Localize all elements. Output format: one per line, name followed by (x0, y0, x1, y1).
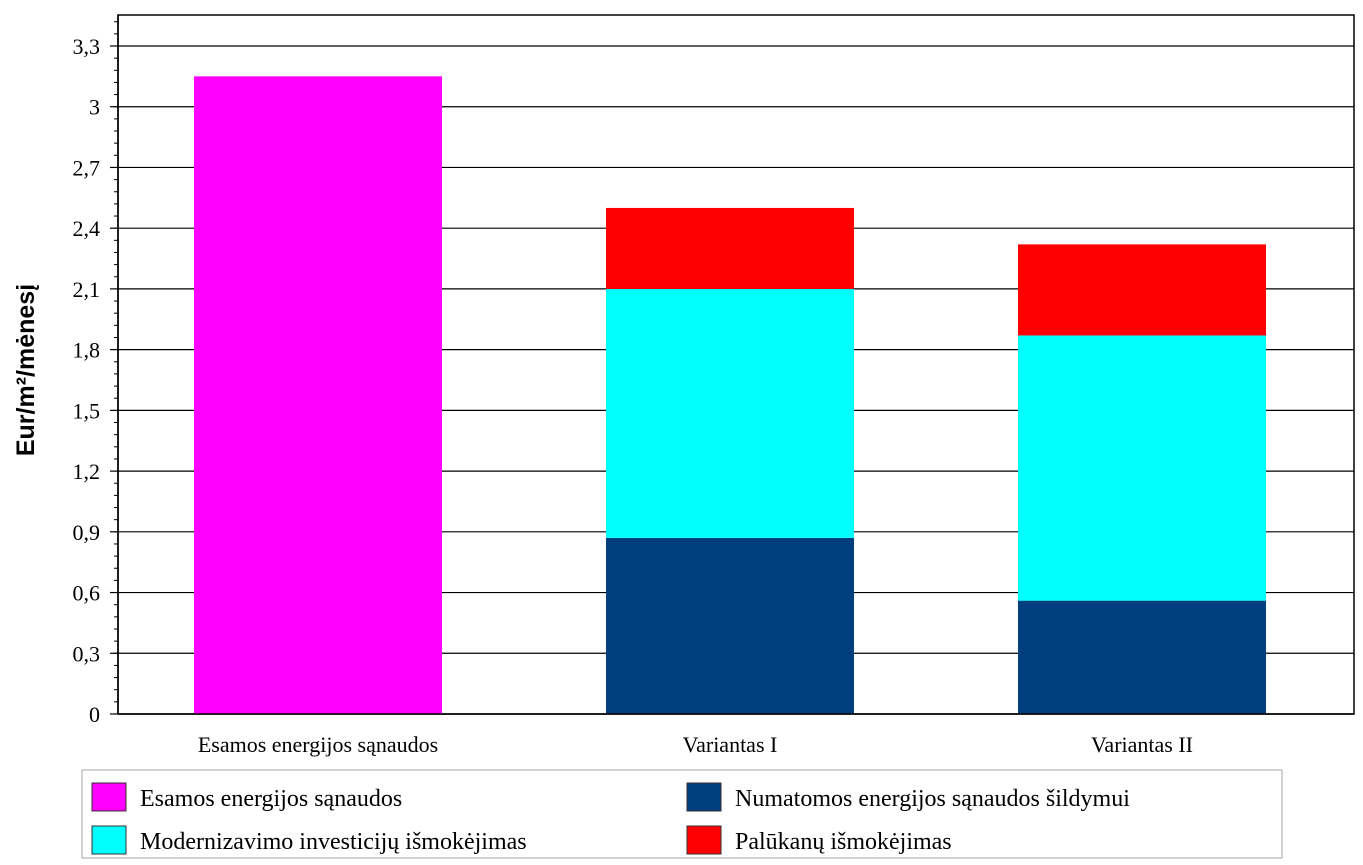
y-axis-label: Eur/m²/mėnesį (12, 284, 40, 456)
y-tick-label: 3,3 (73, 34, 101, 59)
legend-label: Numatomos energijos sąnaudos šildymui (735, 786, 1130, 812)
bar-segment (606, 288, 854, 538)
legend-swatch (91, 782, 127, 812)
bar-segment (1018, 600, 1266, 714)
bar-segment (1018, 244, 1266, 336)
y-tick-label: 0 (89, 702, 100, 727)
y-tick-label: 1,2 (73, 459, 101, 484)
x-category-label: Variantas II (1091, 732, 1193, 757)
bar-segment (1018, 335, 1266, 601)
bar-segment (606, 207, 854, 289)
y-tick-label: 0,3 (73, 641, 101, 666)
y-tick-label: 1,8 (73, 338, 101, 363)
y-tick-label: 0,6 (73, 581, 101, 606)
legend: Esamos energijos sąnaudos Numatomos energ… (81, 769, 1283, 859)
bar-segment (194, 76, 442, 714)
y-tick-label: 0,9 (73, 520, 101, 545)
y-tick-label: 2,1 (73, 277, 101, 302)
y-tick-label: 3 (89, 95, 100, 120)
legend-label: Palūkanų išmokėjimas (735, 829, 952, 855)
legend-label: Modernizavimo investicijų išmokėjimas (140, 829, 527, 855)
bars-layer (194, 76, 1266, 714)
legend-label: Esamos energijos sąnaudos (140, 786, 402, 812)
y-tick-label: 2,7 (73, 155, 101, 180)
x-category-label: Esamos energijos sąnaudos (198, 732, 438, 757)
legend-swatch (91, 825, 127, 855)
y-tick-label: 2,4 (73, 216, 101, 241)
axis-layer: 0 0,3 0,6 0,9 1,2 1,5 1,8 2,1 2,4 2,7 3 3,3 Esamos e… (73, 15, 1354, 757)
legend-box (81, 769, 1283, 859)
legend-swatch (686, 782, 722, 812)
bar-segment (606, 537, 854, 714)
y-tick-label: 1,5 (73, 398, 101, 423)
legend-swatch (686, 825, 722, 855)
x-category-label: Variantas I (683, 732, 778, 757)
